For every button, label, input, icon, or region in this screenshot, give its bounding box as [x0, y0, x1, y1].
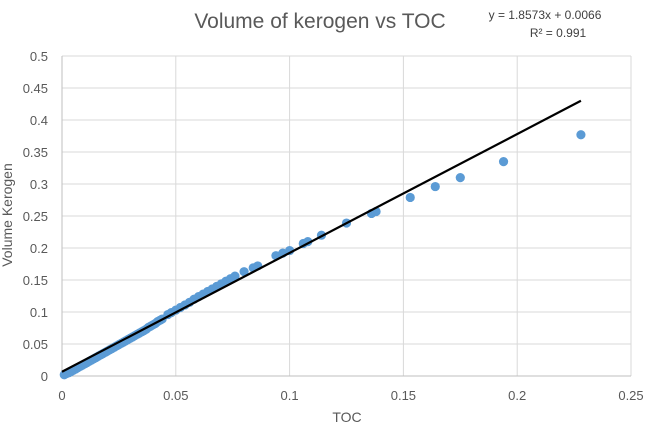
y-tick-label: 0.2	[30, 241, 48, 256]
y-tick-label: 0.45	[23, 81, 48, 96]
trendline-r-squared: R² = 0.991	[530, 26, 587, 40]
trendline-layer	[61, 99, 582, 373]
trendline	[61, 99, 582, 373]
y-axis-label: Volume Kerogen	[0, 163, 15, 267]
x-tick-label: 0.05	[163, 388, 188, 403]
chart-title: Volume of kerogen vs TOC	[194, 10, 445, 33]
x-tick-label: 0.25	[618, 388, 643, 403]
data-point	[430, 181, 440, 192]
gridlines	[62, 55, 632, 376]
x-tick-label: 0.1	[281, 388, 299, 403]
tick-labels: 0 0.05 0.1 0.15 0.2 0.25 0 0.05 0.1 0.15 0.2 0.25 0.…	[23, 49, 644, 403]
y-tick-label: 0.35	[23, 145, 48, 160]
x-axis-label: TOC	[332, 409, 361, 425]
data-point	[498, 157, 509, 167]
y-tick-label: 0.05	[23, 337, 48, 352]
y-tick-label: 0.25	[23, 209, 48, 224]
y-tick-label: 0	[41, 369, 48, 384]
trendline-equation: y = 1.8573x + 0.0066	[489, 8, 602, 22]
y-tick-label: 0.5	[30, 49, 48, 64]
data-points	[59, 130, 586, 380]
y-tick-label: 0.15	[23, 273, 48, 288]
data-point	[230, 271, 240, 281]
data-point	[405, 192, 415, 203]
x-tick-label: 0.15	[391, 388, 416, 403]
y-tick-label: 0.3	[30, 177, 48, 192]
x-tick-label: 0.2	[508, 388, 526, 403]
data-point	[239, 267, 249, 277]
x-tick-label: 0	[58, 388, 65, 403]
y-tick-label: 0.1	[30, 305, 48, 320]
data-point	[455, 173, 465, 183]
data-point	[576, 130, 586, 140]
y-tick-label: 0.4	[30, 113, 48, 128]
axes	[61, 56, 631, 377]
